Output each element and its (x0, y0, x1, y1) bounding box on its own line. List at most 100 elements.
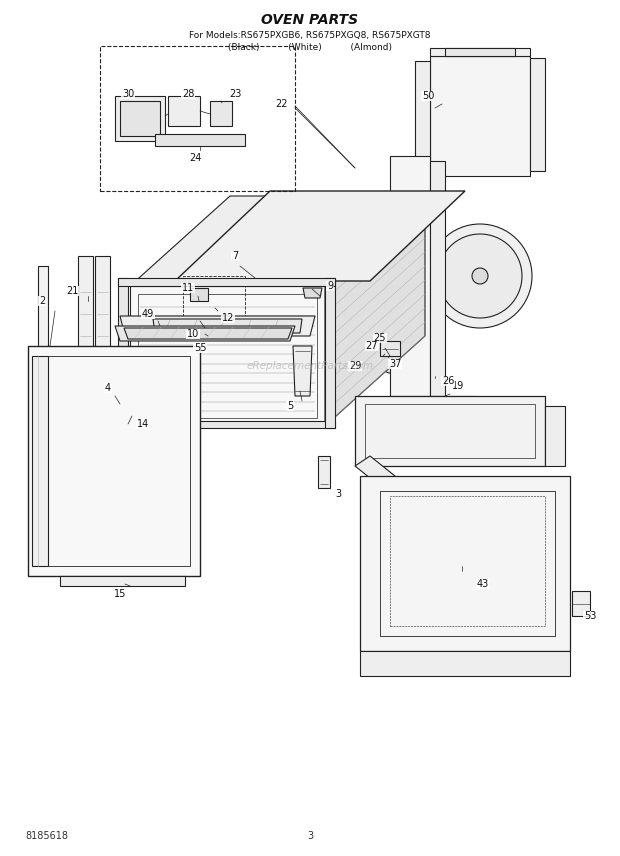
Circle shape (230, 135, 240, 145)
Text: 9: 9 (327, 281, 333, 291)
Text: 15: 15 (114, 589, 126, 599)
Text: 3: 3 (335, 489, 341, 499)
Polygon shape (380, 341, 400, 356)
Circle shape (434, 153, 440, 159)
Text: OVEN PARTS: OVEN PARTS (262, 13, 358, 27)
Polygon shape (120, 101, 160, 136)
Ellipse shape (402, 254, 418, 278)
Polygon shape (120, 316, 315, 336)
Circle shape (405, 211, 415, 221)
Circle shape (323, 224, 337, 238)
Circle shape (305, 294, 319, 308)
Text: 25: 25 (374, 333, 386, 343)
Text: 7: 7 (232, 251, 238, 261)
Polygon shape (95, 256, 110, 466)
Text: 2: 2 (39, 296, 45, 306)
Text: 28: 28 (182, 89, 194, 99)
Circle shape (434, 73, 440, 79)
Polygon shape (572, 591, 590, 616)
Circle shape (173, 103, 183, 113)
Circle shape (521, 58, 527, 64)
Text: 27: 27 (366, 341, 378, 351)
Polygon shape (303, 288, 322, 298)
Polygon shape (155, 134, 245, 146)
Polygon shape (325, 278, 335, 428)
Polygon shape (124, 328, 292, 339)
Circle shape (438, 74, 522, 158)
Text: 50: 50 (422, 91, 434, 101)
Polygon shape (530, 58, 545, 171)
Polygon shape (168, 96, 200, 126)
Text: 37: 37 (389, 359, 401, 369)
Ellipse shape (404, 232, 416, 250)
Text: 10: 10 (187, 329, 199, 339)
Circle shape (438, 234, 522, 318)
Text: (Black)          (White)          (Almond): (Black) (White) (Almond) (228, 43, 392, 51)
Polygon shape (360, 476, 570, 651)
Text: eReplacementParts.com: eReplacementParts.com (246, 361, 374, 371)
Circle shape (405, 231, 415, 241)
Circle shape (521, 153, 527, 159)
Text: 19: 19 (452, 381, 464, 391)
Text: 53: 53 (584, 611, 596, 621)
Circle shape (41, 294, 45, 298)
Text: 14: 14 (137, 419, 149, 429)
Polygon shape (355, 396, 545, 466)
Polygon shape (130, 196, 425, 286)
Polygon shape (445, 48, 515, 56)
Polygon shape (430, 396, 475, 416)
Polygon shape (32, 356, 48, 566)
Polygon shape (118, 278, 128, 428)
Circle shape (41, 316, 45, 320)
Polygon shape (325, 196, 425, 426)
Circle shape (193, 288, 205, 300)
Polygon shape (390, 156, 430, 416)
Polygon shape (210, 101, 232, 126)
Polygon shape (60, 576, 185, 586)
Text: 26: 26 (442, 376, 454, 386)
Circle shape (327, 228, 343, 244)
Text: 30: 30 (122, 89, 134, 99)
Circle shape (472, 108, 488, 124)
Circle shape (405, 301, 415, 311)
Polygon shape (115, 96, 165, 141)
Circle shape (187, 103, 197, 113)
Text: 3: 3 (307, 831, 313, 841)
Text: 43: 43 (477, 579, 489, 589)
Text: 8185618: 8185618 (25, 831, 68, 841)
Polygon shape (293, 346, 312, 396)
Circle shape (209, 302, 221, 314)
Text: 21: 21 (66, 286, 78, 296)
Text: 23: 23 (229, 89, 241, 99)
Text: 12: 12 (222, 313, 234, 323)
Circle shape (213, 106, 229, 122)
Polygon shape (390, 396, 445, 416)
Polygon shape (430, 161, 445, 411)
Circle shape (383, 359, 397, 373)
Polygon shape (415, 61, 430, 166)
Circle shape (472, 268, 488, 284)
Polygon shape (430, 56, 530, 176)
Text: For Models:RS675PXGB6, RS675PXGQ8, RS675PXGT8: For Models:RS675PXGB6, RS675PXGQ8, RS675… (189, 31, 431, 39)
Polygon shape (360, 651, 570, 676)
Circle shape (41, 360, 45, 364)
Circle shape (405, 191, 415, 201)
Polygon shape (38, 266, 48, 426)
Polygon shape (190, 288, 208, 301)
Polygon shape (318, 456, 330, 488)
Text: 22: 22 (276, 99, 288, 109)
Circle shape (174, 114, 182, 122)
Text: 11: 11 (182, 283, 194, 293)
Circle shape (445, 81, 515, 151)
Polygon shape (78, 256, 93, 466)
Circle shape (428, 224, 532, 328)
Polygon shape (130, 286, 325, 426)
Polygon shape (175, 191, 465, 281)
Polygon shape (430, 48, 530, 56)
Polygon shape (118, 421, 335, 428)
Text: 24: 24 (189, 153, 201, 163)
Polygon shape (115, 326, 295, 341)
Circle shape (41, 404, 45, 408)
Polygon shape (545, 406, 565, 466)
Text: 49: 49 (142, 309, 154, 319)
